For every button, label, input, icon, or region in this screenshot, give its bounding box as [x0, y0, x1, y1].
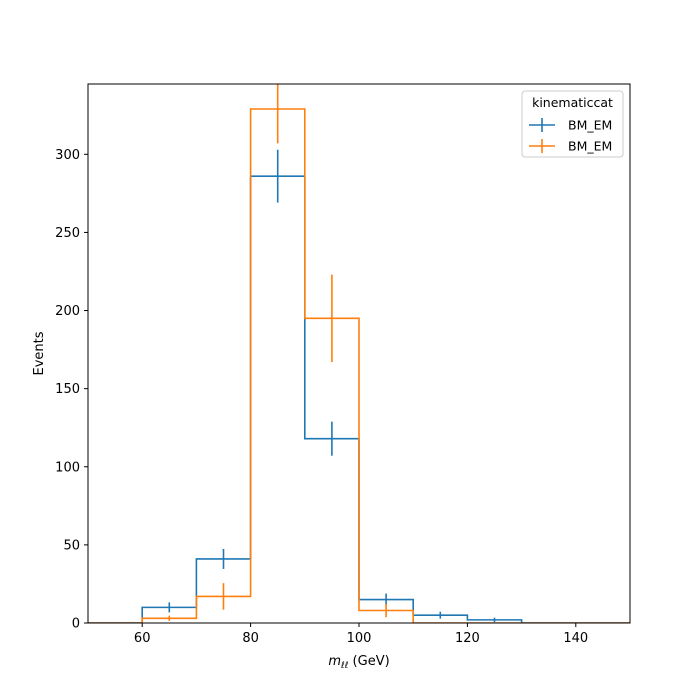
- y-tick-label: 0: [72, 617, 80, 632]
- y-tick-label: 250: [55, 226, 80, 241]
- legend-box: [521, 90, 624, 158]
- x-axis-label-sub: ℓℓ: [340, 661, 348, 671]
- y-tick-label: 50: [63, 538, 80, 553]
- x-tick-label: 140: [563, 631, 588, 646]
- series-2-step-line: [88, 108, 630, 623]
- y-tick-label: 100: [55, 460, 80, 475]
- plot-layer: [88, 84, 630, 623]
- y-axis-label: Events: [32, 331, 47, 375]
- y-tick-label: 150: [55, 382, 80, 397]
- x-axis-label-unit: (GeV): [348, 654, 389, 669]
- legend-title: kinematiccat: [532, 95, 613, 110]
- x-tick-label: 100: [347, 631, 372, 646]
- x-axis-ticks: 60 80 100 120 140: [134, 623, 588, 646]
- x-tick-label: 60: [134, 631, 151, 646]
- legend-label-2: BM_EM: [568, 139, 612, 154]
- x-tick-label: 80: [242, 631, 259, 646]
- y-axis-ticks: 0 50 100 150 200 250 300: [55, 148, 88, 632]
- legend-entries: BM_EM BM_EM: [529, 118, 612, 154]
- y-tick-label: 200: [55, 304, 80, 319]
- legend-label-1: BM_EM: [568, 118, 612, 133]
- x-tick-label: 120: [455, 631, 480, 646]
- x-axis-label: mℓℓ (GeV): [328, 654, 389, 671]
- y-tick-label: 300: [55, 148, 80, 163]
- legend: kinematiccat BM_EM BM_EM: [521, 90, 624, 158]
- x-axis-label-main: m: [328, 654, 341, 669]
